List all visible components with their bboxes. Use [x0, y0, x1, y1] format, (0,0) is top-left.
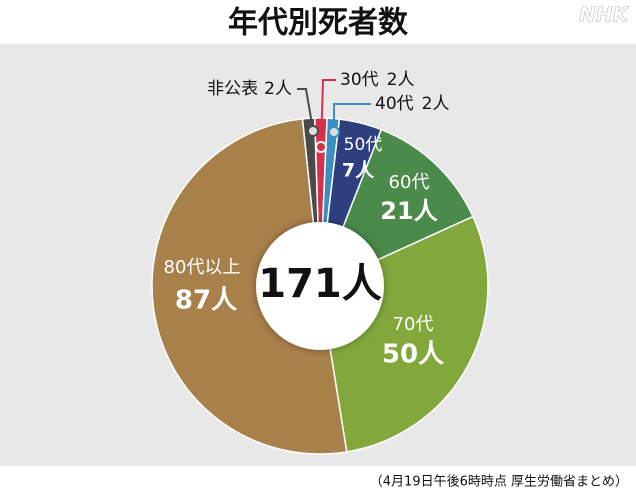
value-label: 7人: [342, 160, 375, 182]
donut-hole: [256, 222, 384, 350]
value-label: 2人: [387, 70, 415, 90]
category-label: 非公表: [207, 79, 258, 99]
callout-dot: [328, 126, 340, 138]
value-label: 2人: [264, 79, 292, 99]
logo: NHK: [579, 3, 629, 27]
category-label: 40代: [375, 94, 414, 114]
center-label: 171人: [258, 261, 382, 307]
category-label: 70代: [393, 314, 434, 335]
value-label: 50人: [382, 340, 444, 370]
value-label: 87人: [175, 286, 237, 316]
category-label: 30代: [340, 70, 379, 90]
pie-slice: [151, 118, 348, 455]
callout-dot: [307, 125, 319, 137]
value-label: 2人: [422, 94, 450, 114]
callout-line: [297, 88, 314, 131]
category-label: 60代: [389, 172, 430, 193]
callout-line: [320, 79, 336, 147]
callout-line: [333, 103, 371, 131]
chart-title: 年代別死者数: [228, 6, 409, 41]
value-label: 21人: [380, 197, 437, 225]
category-label: 50代: [344, 135, 383, 155]
source-note: （4月19日午後6時時点 厚生労働省まとめ）: [370, 475, 628, 490]
callout-dot: [315, 141, 327, 153]
category-label: 80代以上: [164, 257, 241, 278]
